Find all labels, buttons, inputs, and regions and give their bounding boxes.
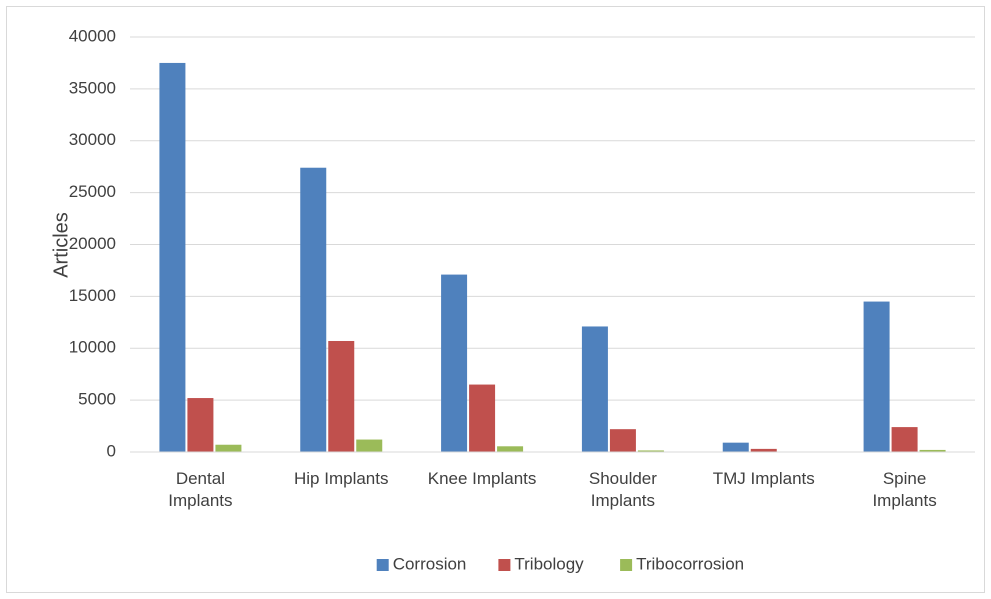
bar: [469, 384, 496, 452]
x-tick-label: Dental Implants: [168, 469, 233, 510]
x-tick-label: Hip Implants: [294, 469, 389, 488]
legend-swatch: [498, 559, 511, 571]
bar: [750, 448, 777, 452]
bar: [722, 442, 749, 452]
bar: [581, 326, 608, 452]
y-tick-label: 40000: [69, 26, 116, 45]
legend-label: Corrosion: [393, 554, 467, 573]
bar: [609, 429, 636, 452]
y-tick-label: 15000: [69, 286, 116, 305]
y-tick-label: 30000: [69, 130, 116, 149]
x-tick-label-box: Shoulder Implants: [588, 469, 657, 510]
x-tick-label: TMJ Implants: [712, 469, 815, 488]
y-tick-label: 10000: [69, 338, 116, 357]
x-tick-label-box: TMJ Implants: [712, 469, 815, 488]
x-tick-label-box: Spine Implants: [872, 469, 937, 510]
legend-label: Tribology: [514, 554, 584, 573]
bar: [356, 439, 383, 452]
bar: [497, 446, 524, 452]
bar: [637, 450, 664, 452]
bar: [159, 62, 186, 452]
y-tick-label: 0: [107, 441, 116, 460]
bar: [300, 167, 327, 452]
y-axis-title: Articles: [50, 212, 72, 278]
y-tick-label: 35000: [69, 78, 116, 97]
bar: [441, 274, 468, 452]
y-tick-label: 5000: [78, 390, 116, 409]
x-tick-label-box: Dental Implants: [168, 469, 233, 510]
x-tick-label: Knee Implants: [427, 469, 537, 488]
bar: [919, 449, 946, 452]
x-tick-label-box: Knee Implants: [427, 469, 537, 488]
y-tick-label: 25000: [69, 182, 116, 201]
x-tick-label: Shoulder Implants: [588, 469, 657, 510]
y-tick-label: 20000: [69, 234, 116, 253]
bar: [328, 340, 355, 452]
legend-swatch: [620, 559, 633, 571]
bar: [215, 444, 242, 452]
x-tick-label: Spine Implants: [872, 469, 937, 510]
bar: [891, 427, 918, 452]
x-tick-label-box: Hip Implants: [294, 469, 389, 488]
bar: [187, 398, 214, 452]
legend-label: Tribocorrosion: [636, 554, 744, 573]
bar: [863, 301, 890, 452]
legend-swatch: [376, 559, 389, 571]
